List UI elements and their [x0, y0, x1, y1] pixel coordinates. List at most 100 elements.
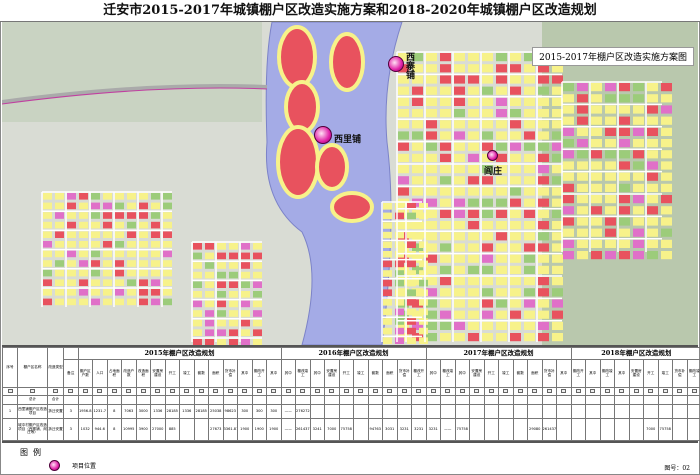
filter-dropdown-icon[interactable] [285, 388, 291, 393]
column-header: 改造户数 [121, 359, 137, 388]
filter-dropdown-icon[interactable] [140, 388, 146, 393]
land-parcel [510, 53, 521, 62]
land-parcel [79, 231, 88, 238]
filter-dropdown-icon[interactable] [53, 388, 58, 393]
land-parcel [440, 288, 451, 297]
land-parcel [205, 319, 214, 327]
filter-dropdown-icon[interactable] [198, 388, 204, 393]
land-parcel [468, 64, 479, 73]
filter-dropdown-icon[interactable] [68, 388, 74, 393]
filter-dropdown-icon[interactable] [401, 388, 407, 393]
land-parcel [619, 94, 630, 103]
filter-dropdown-icon[interactable] [532, 388, 538, 393]
filter-dropdown-icon[interactable] [691, 388, 697, 393]
table-row: 总计 合计 [2, 395, 700, 405]
filter-dropdown-icon[interactable] [633, 388, 639, 393]
land-parcel [412, 176, 423, 185]
land-parcel [538, 243, 549, 252]
land-parcel [577, 127, 588, 136]
filter-dropdown-icon[interactable] [155, 388, 161, 393]
land-parcel [524, 142, 535, 151]
filter-dropdown-icon[interactable] [82, 388, 88, 393]
land-parcel [577, 217, 588, 226]
filter-dropdown-icon[interactable] [416, 388, 422, 393]
filter-dropdown-icon[interactable] [256, 388, 262, 393]
land-parcel [577, 183, 588, 192]
filter-dropdown-icon[interactable] [372, 388, 378, 393]
land-parcel [538, 97, 549, 106]
filter-dropdown-icon[interactable] [126, 388, 132, 393]
land-parcel [510, 243, 521, 252]
land-parcel [412, 64, 423, 73]
row-name: 城中村棚户区改造项目（西寨铺、阎庄等） [17, 418, 48, 441]
filter-dropdown-icon[interactable] [111, 388, 117, 393]
column-header: 安置房建设 [324, 359, 340, 388]
filter-dropdown-icon[interactable] [575, 388, 581, 393]
filter-dropdown-icon[interactable] [300, 388, 306, 393]
filter-dropdown-icon[interactable] [242, 388, 248, 393]
table-cell [512, 404, 528, 419]
land-parcel [661, 206, 672, 215]
column-header: 其中 [585, 359, 601, 388]
filter-dropdown-icon[interactable] [648, 388, 654, 393]
land-parcel [440, 187, 451, 196]
land-parcel [115, 269, 124, 277]
project-marker[interactable] [487, 150, 498, 161]
land-parcel [139, 260, 148, 267]
project-marker[interactable] [388, 56, 404, 72]
filter-dropdown-icon[interactable] [604, 388, 610, 393]
land-parcel [407, 231, 416, 239]
filter-dropdown-icon[interactable] [546, 388, 552, 393]
filter-dropdown-icon[interactable] [271, 388, 277, 393]
land-parcel [591, 94, 602, 103]
land-parcel [496, 131, 507, 140]
land-parcel [482, 75, 493, 84]
land-parcel [115, 260, 124, 267]
filter-dropdown-icon[interactable] [619, 388, 625, 393]
filter-dropdown-icon[interactable] [459, 388, 465, 393]
land-parcel [241, 243, 250, 250]
land-parcel [577, 206, 588, 215]
land-parcel [103, 202, 112, 210]
table-cell [425, 404, 441, 419]
filter-dropdown-icon[interactable] [488, 388, 494, 393]
filter-dropdown-icon[interactable] [677, 388, 683, 393]
land-parcel [468, 221, 479, 230]
filter-dropdown-icon[interactable] [430, 388, 436, 393]
filter-dropdown-icon[interactable] [358, 388, 364, 393]
column-header: 竣工 [179, 359, 195, 388]
land-parcel [605, 139, 616, 148]
filter-dropdown-icon[interactable] [561, 388, 567, 393]
land-parcel [419, 337, 428, 344]
filter-dropdown-icon[interactable] [445, 388, 451, 393]
land-parcel [412, 97, 423, 106]
land-parcel [426, 142, 437, 151]
filter-dropdown-icon[interactable] [387, 388, 393, 393]
land-parcel [395, 270, 404, 277]
filter-dropdown-icon[interactable] [7, 388, 13, 393]
project-marker[interactable] [314, 126, 332, 144]
filter-dropdown-icon[interactable] [97, 388, 103, 393]
filter-dropdown-icon[interactable] [169, 388, 175, 393]
filter-dropdown-icon[interactable] [590, 388, 596, 393]
filter-dropdown-icon[interactable] [662, 388, 668, 393]
filter-dropdown-icon[interactable] [503, 388, 509, 393]
land-parcel [67, 298, 76, 306]
railway [2, 87, 268, 105]
filter-dropdown-icon[interactable] [213, 388, 219, 393]
table-cell [193, 418, 209, 441]
land-parcel [563, 172, 574, 181]
land-parcel [538, 265, 549, 274]
land-parcel [605, 239, 616, 248]
filter-dropdown-icon[interactable] [517, 388, 523, 393]
filter-dropdown-icon[interactable] [343, 388, 349, 393]
filter-dropdown-icon[interactable] [314, 388, 320, 393]
land-parcel [79, 221, 88, 229]
filter-dropdown-icon[interactable] [184, 388, 190, 393]
land-parcel [407, 308, 416, 316]
filter-dropdown-icon[interactable] [30, 388, 35, 393]
filter-dropdown-icon[interactable] [227, 388, 233, 393]
filter-dropdown-icon[interactable] [329, 388, 335, 393]
land-parcel [139, 221, 148, 229]
filter-dropdown-icon[interactable] [474, 388, 480, 393]
